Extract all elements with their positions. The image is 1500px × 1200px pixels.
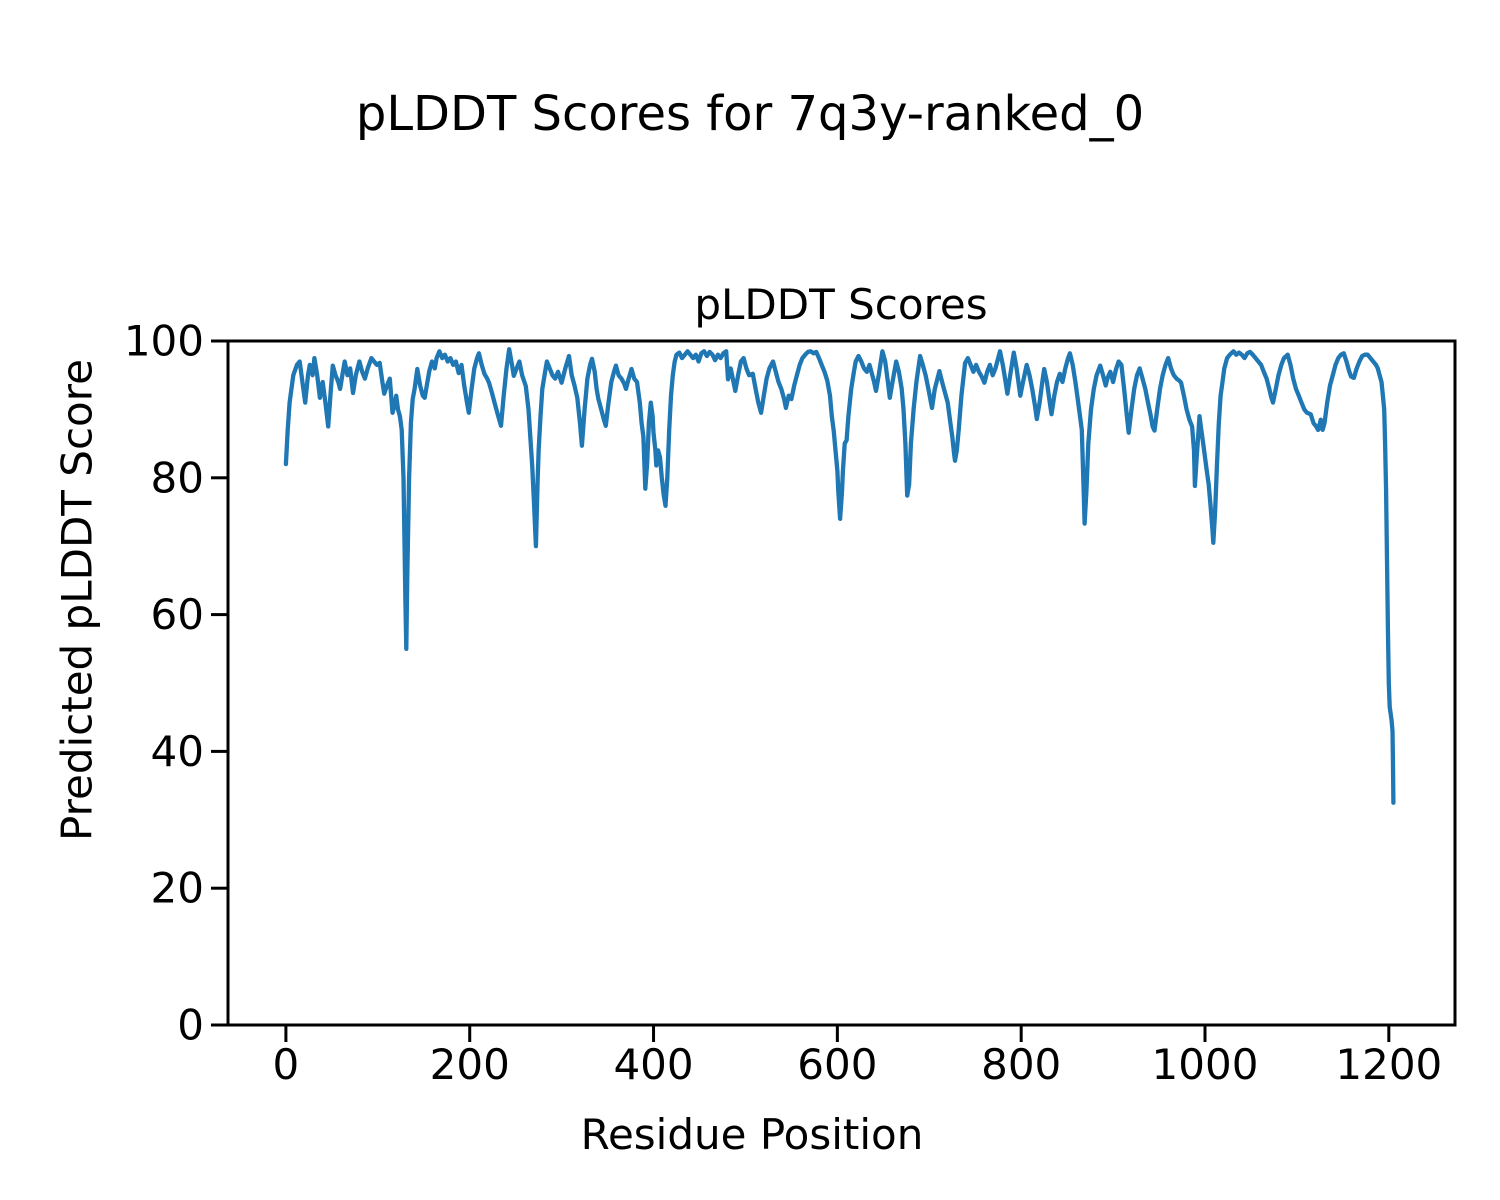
x-tick-label: 400 [613, 1040, 693, 1089]
axes-title: pLDDT Scores [694, 280, 988, 329]
y-tick-label: 80 [151, 453, 204, 502]
y-tick-label: 60 [151, 590, 204, 639]
axes-spines [226, 339, 1457, 1027]
axis-ticks [211, 339, 1391, 1042]
y-tick-label: 0 [177, 1001, 204, 1050]
x-tick-label: 800 [981, 1040, 1061, 1089]
x-tick-label: 0 [273, 1040, 300, 1089]
x-tick-label: 1200 [1335, 1040, 1442, 1089]
y-tick-label: 20 [151, 864, 204, 913]
plddt-series-line [283, 347, 1396, 805]
figure-title: pLDDT Scores for 7q3y-ranked_0 [355, 86, 1145, 142]
x-tick-label: 600 [797, 1040, 877, 1089]
y-tick-label: 40 [151, 727, 204, 776]
x-tick-label: 1000 [1152, 1040, 1259, 1089]
y-tick-label: 100 [124, 317, 204, 366]
axis-tick-labels: 0 200 400 600 800 1000 1200 0 20 40 60 80 100 [124, 317, 1442, 1090]
x-tick-label: 200 [430, 1040, 510, 1089]
x-axis-label: Residue Position [580, 1110, 924, 1159]
